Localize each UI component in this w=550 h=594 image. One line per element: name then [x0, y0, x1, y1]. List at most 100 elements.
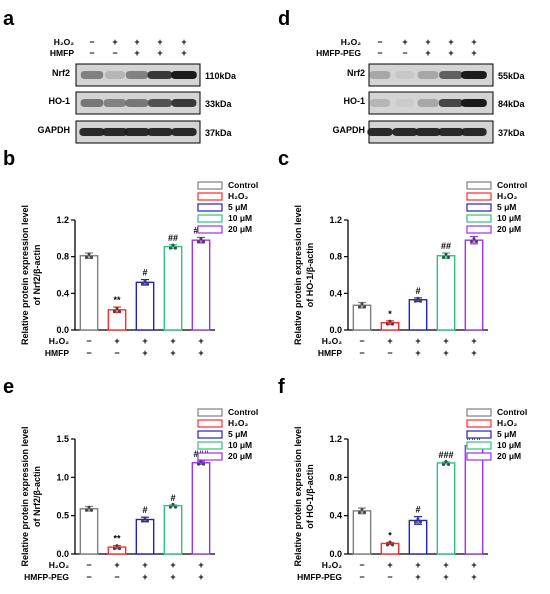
- treatment-sign: +: [198, 572, 203, 582]
- protein-band: [103, 99, 127, 107]
- data-point: [388, 540, 392, 544]
- data-point: [442, 462, 445, 466]
- significance-label: ##: [168, 233, 178, 243]
- treatment-sign: −: [387, 572, 392, 582]
- data-point: [169, 505, 172, 509]
- legend-label: Control: [497, 180, 527, 190]
- legend-swatch: [197, 430, 223, 439]
- bar-1: [79, 255, 99, 331]
- treatment-sign: +: [471, 336, 476, 346]
- data-point: [118, 309, 121, 313]
- treatment-sign: +: [134, 48, 139, 58]
- bar-4: [163, 245, 183, 331]
- significance-label: #: [142, 505, 147, 515]
- data-point: [386, 543, 389, 547]
- y-tick-label: 0.0: [329, 325, 342, 335]
- legend-label: 20 μM: [497, 224, 521, 234]
- legend-label: 10 μM: [497, 440, 521, 450]
- blot-label: GAPDH: [332, 125, 365, 135]
- legend-label: 5 μM: [497, 202, 516, 212]
- treatment-sign: +: [142, 348, 147, 358]
- data-point: [472, 237, 476, 241]
- protein-band: [461, 99, 487, 107]
- treatment-sign: +: [471, 572, 476, 582]
- treatment-sign: −: [89, 37, 94, 47]
- protein-band: [105, 71, 125, 79]
- data-point: [113, 547, 116, 551]
- data-point: [90, 255, 93, 259]
- data-point: [475, 240, 478, 244]
- treatment-sign: +: [448, 48, 453, 58]
- y-tick-label: 0.4: [329, 511, 342, 521]
- molecular-weight-label: 33kDa: [205, 99, 233, 109]
- bar-2: [380, 542, 400, 555]
- protein-band: [147, 128, 173, 136]
- treatment-sign: −: [387, 348, 392, 358]
- treatment-label: H₂O₂: [49, 336, 70, 346]
- y-tick-label: 0.0: [56, 549, 69, 559]
- data-point: [391, 543, 394, 547]
- treatment-sign: +: [425, 48, 430, 58]
- data-point: [85, 255, 88, 259]
- legend-swatch: [466, 419, 492, 428]
- data-point: [442, 255, 445, 259]
- y-tick-label: 0.8: [329, 472, 342, 482]
- data-point: [115, 544, 119, 548]
- treatment-sign: +: [170, 336, 175, 346]
- legend-swatch: [466, 441, 492, 450]
- treatment-label: HMFP-PEG: [24, 572, 69, 582]
- treatment-sign: +: [387, 560, 392, 570]
- data-point: [388, 319, 392, 323]
- bar-5: [464, 239, 484, 331]
- treatment-label: H₂O₂: [322, 336, 343, 346]
- treatment-label: HMFP-PEG: [297, 572, 342, 582]
- treatment-sign: +: [443, 572, 448, 582]
- data-point: [470, 240, 473, 244]
- treatment-sign: −: [359, 336, 364, 346]
- legend-label: 5 μM: [228, 202, 247, 212]
- data-point: [419, 520, 422, 524]
- treatment-label: H₂O₂: [341, 37, 362, 47]
- data-point: [143, 516, 147, 520]
- legend-label: 10 μM: [228, 213, 252, 223]
- chart-b: b 0.0 0.4 0.8 1.2 Relative protein expression…: [3, 148, 258, 358]
- y-tick-label: 0.0: [329, 549, 342, 559]
- data-point: [447, 462, 450, 466]
- treatment-sign: +: [112, 37, 117, 47]
- significance-label: #: [415, 286, 420, 296]
- treatment-label: H₂O₂: [54, 37, 75, 47]
- treatment-label: HMFP: [318, 348, 342, 358]
- bar-3: [408, 299, 428, 331]
- data-point: [90, 508, 93, 512]
- data-point: [118, 547, 121, 551]
- blot-label: HO-1: [48, 96, 70, 106]
- protein-band: [124, 128, 150, 136]
- legend-label: Control: [228, 180, 258, 190]
- legend-swatch: [197, 419, 223, 428]
- data-point: [197, 240, 200, 244]
- legend-swatch: [466, 192, 492, 201]
- protein-band: [395, 71, 415, 79]
- protein-band: [148, 99, 172, 107]
- y-tick-label: 0.8: [56, 252, 69, 262]
- y-axis-label: of HO-1/β-actin: [305, 243, 315, 308]
- panel-letter-a: a: [3, 8, 15, 30]
- y-axis-label: of HO-1/β-actin: [305, 464, 315, 529]
- legend-swatch: [197, 181, 223, 190]
- treatment-sign: −: [377, 48, 382, 58]
- data-point: [360, 302, 364, 306]
- protein-band: [439, 71, 463, 79]
- data-point: [87, 505, 91, 509]
- y-tick-label: 1.2: [56, 215, 69, 225]
- protein-band: [102, 128, 128, 136]
- data-point: [416, 517, 420, 521]
- treatment-sign: +: [181, 48, 186, 58]
- protein-band: [125, 99, 149, 107]
- legend-swatch: [197, 192, 223, 201]
- data-point: [202, 240, 205, 244]
- treatment-sign: −: [377, 37, 382, 47]
- y-tick-label: 1.2: [329, 215, 342, 225]
- data-point: [171, 243, 175, 247]
- y-tick-label: 0.5: [56, 511, 69, 521]
- blot-label: GAPDH: [37, 125, 70, 135]
